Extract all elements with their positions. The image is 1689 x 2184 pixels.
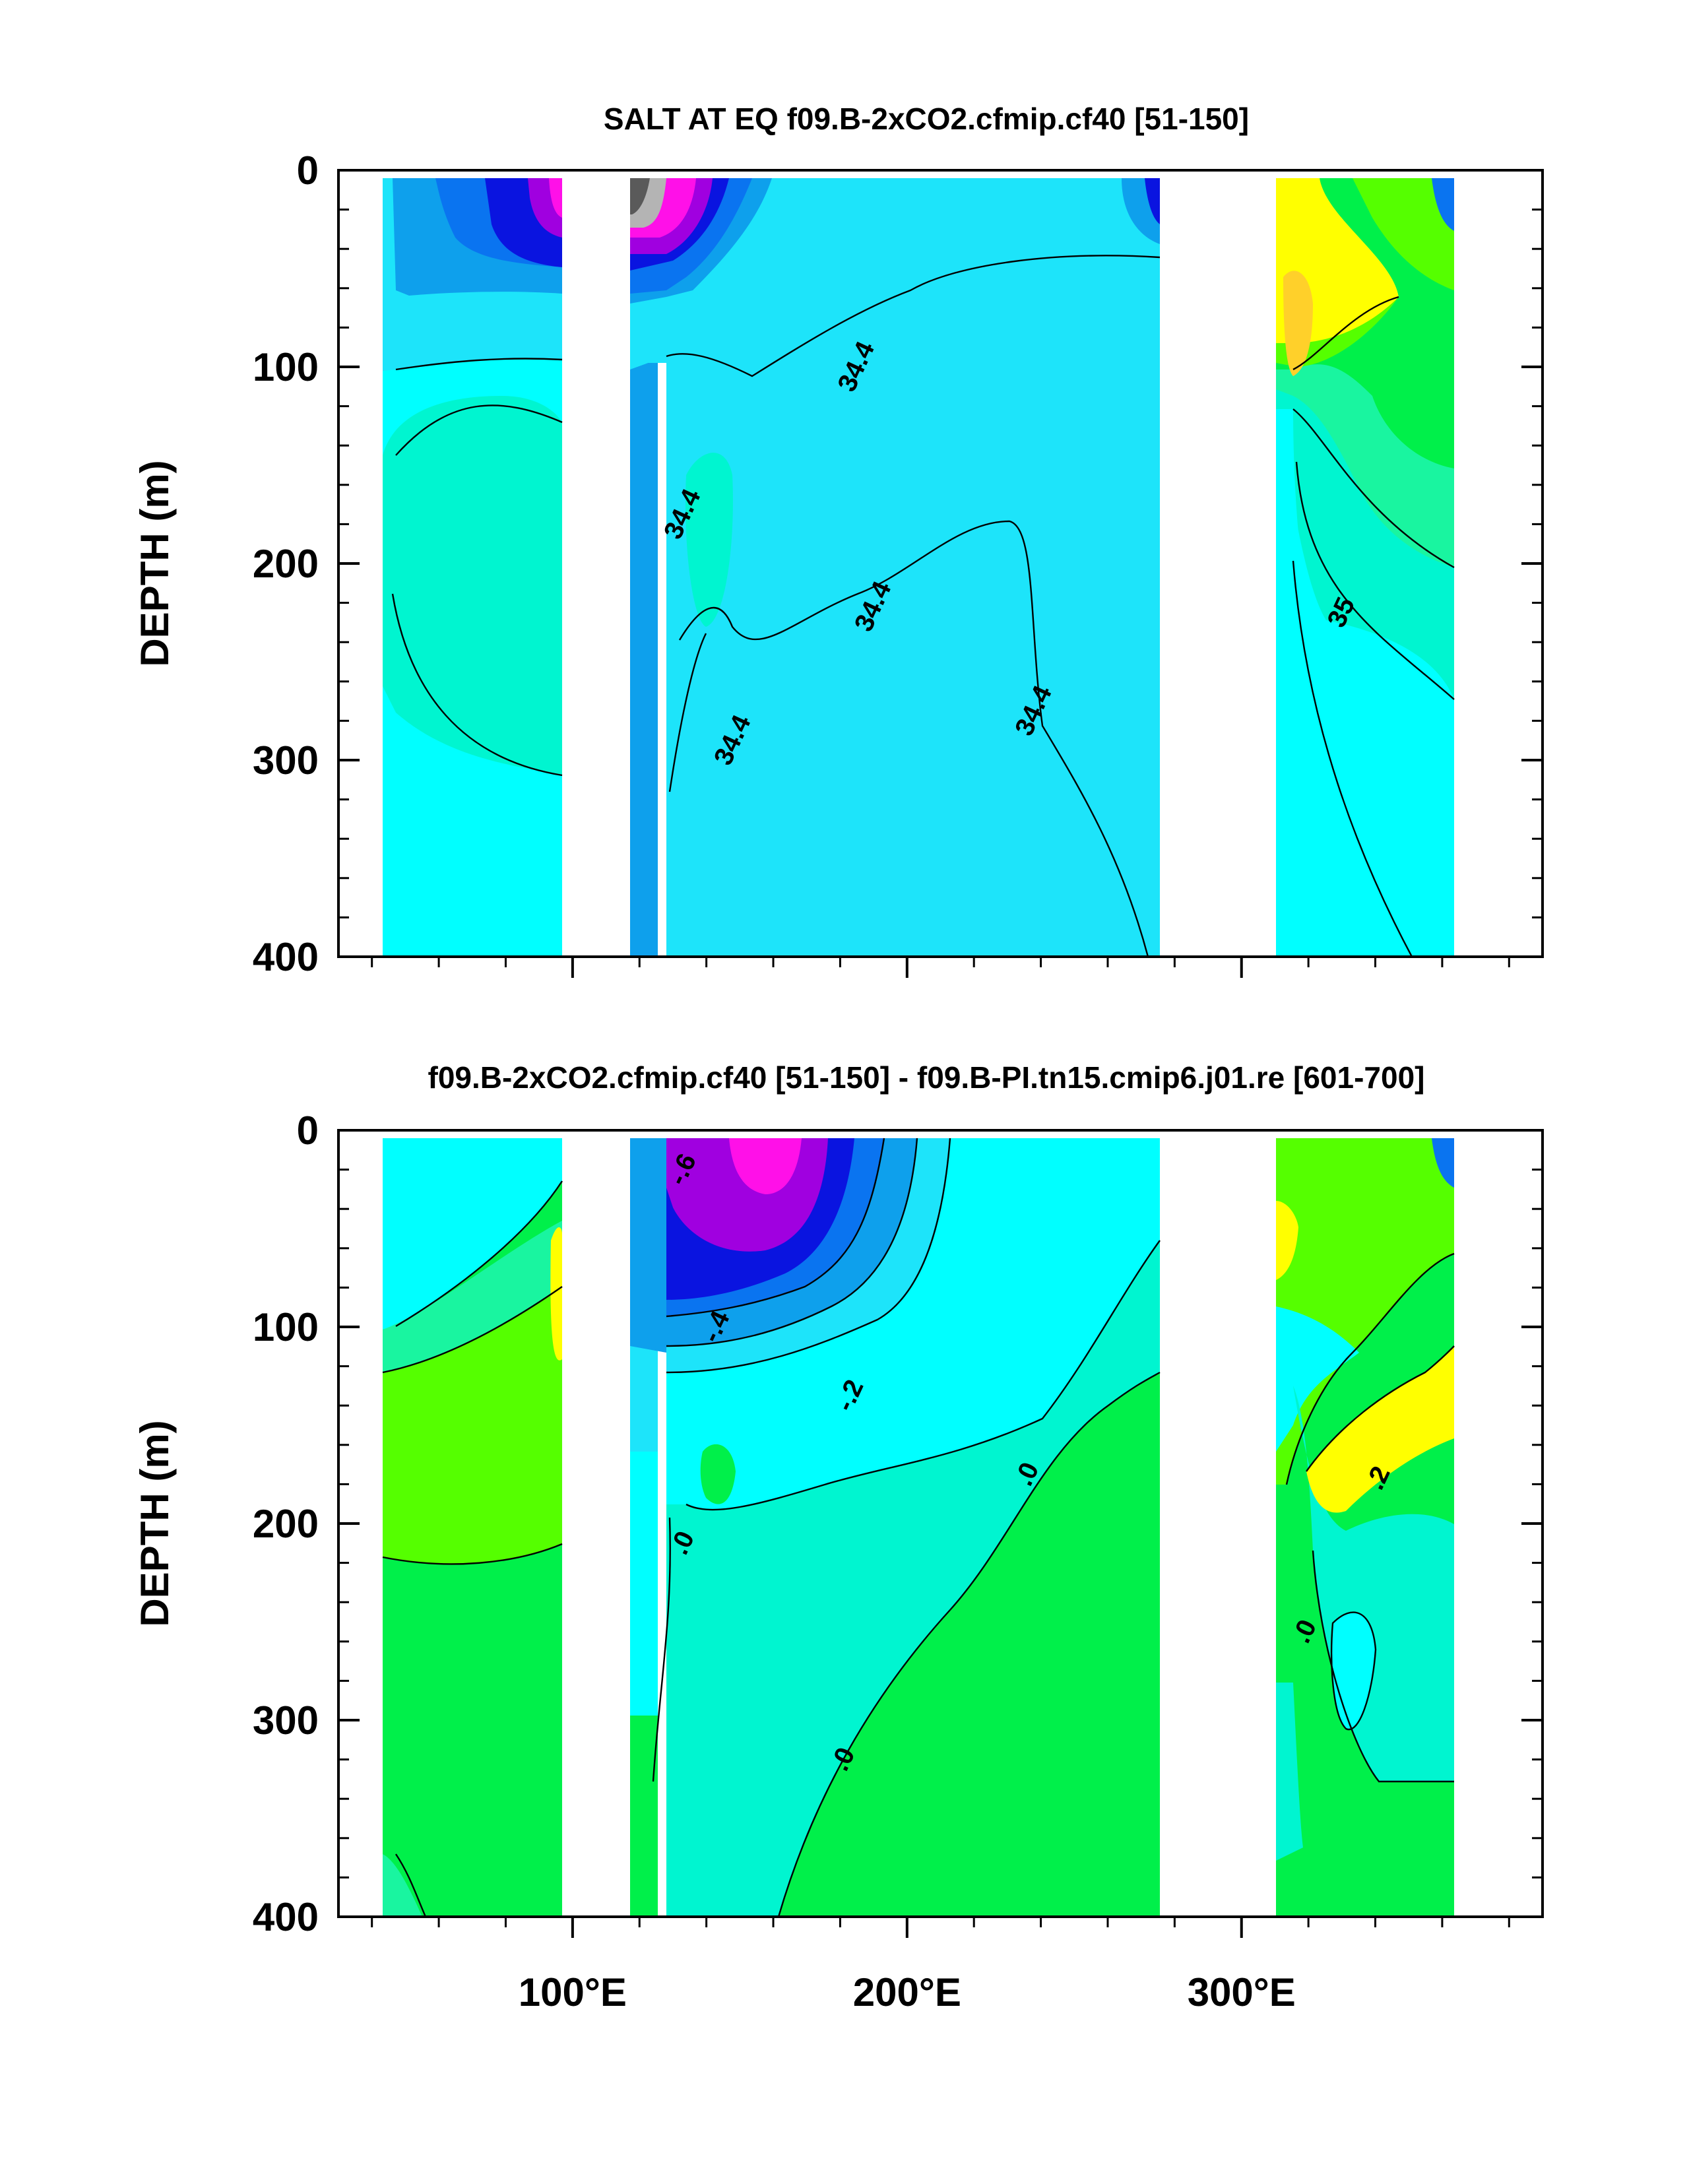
bottom-land-2b (595, 1130, 630, 1194)
bottom-strait-cyan-tail (630, 1452, 660, 1716)
bottom-indian-upper (383, 1138, 562, 1330)
bottom-y-tick-label: 300 (253, 1698, 319, 1743)
top-axes: 0 100 200 300 400 (253, 148, 1543, 979)
bottom-atl-west-cyan (1276, 1683, 1303, 1861)
top-pacific-east-2 (1145, 178, 1160, 224)
bottom-pacific-lowergreen (779, 1372, 1160, 1917)
top-field-strait (630, 356, 658, 957)
bottom-atl-yellow-top (1276, 1201, 1298, 1280)
bottom-atl-east-blue (1432, 1138, 1454, 1188)
bottom-land-2 (587, 1194, 630, 1917)
bottom-atl-cyan-top (1276, 1306, 1359, 1452)
top-land-6 (338, 170, 1543, 178)
top-land-3 (1160, 170, 1276, 957)
top-pacific-band-1 (630, 178, 1160, 376)
bottom-indian-yellow (550, 1227, 562, 1361)
bottom-x-tick-label: 200°E (853, 1970, 961, 2014)
top-land-1 (562, 170, 630, 957)
bottom-land-4 (1160, 1130, 1276, 1917)
bottom-strait-upper (630, 1138, 666, 1353)
bottom-atl-lightgreen (1293, 1386, 1454, 1782)
top-panel: SALT AT EQ f09.B-2xCO2.cfmip.cf40 [51-15… (133, 102, 1544, 979)
top-indian-band-6 (549, 178, 562, 218)
bottom-strait-lower (630, 1716, 660, 1917)
bottom-contours (382, 1138, 1455, 1917)
bottom-panel-title: f09.B-2xCO2.cfmip.cf40 [51-150] - f09.B-… (428, 1060, 1425, 1095)
top-pacific-band-8 (630, 178, 650, 214)
bottom-y-axis-title: DEPTH (m) (133, 1420, 177, 1626)
top-atl-east-1 (1432, 178, 1454, 231)
top-atl-band-7 (1283, 271, 1313, 376)
top-atl-west-lower (1276, 409, 1399, 957)
bottom-land-7 (338, 1130, 1543, 1138)
bottom-atl-cyan-blob (1331, 1612, 1376, 1730)
bottom-atl-lime (1276, 1138, 1454, 1485)
top-y-tick-label: 0 (297, 148, 319, 193)
top-land-2 (658, 409, 666, 957)
bottom-y-tick-label: 400 (253, 1895, 319, 1939)
bottom-indian-lower-cyan (383, 1854, 422, 1917)
top-y-axis-title: DEPTH (m) (133, 460, 177, 666)
bottom-atl-yellow-mid (1306, 1346, 1454, 1513)
bottom-land-3 (658, 1386, 666, 1917)
top-atl-band-4 (1276, 178, 1454, 290)
top-y-tick-label: 400 (253, 935, 319, 979)
top-y-tick-label: 200 (253, 542, 319, 586)
top-contours (391, 255, 1455, 957)
bottom-x-tick-label: 300°E (1188, 1970, 1296, 2014)
bottom-pacific-blob-green (700, 1444, 736, 1504)
bottom-pacific-band-6 (729, 1138, 802, 1194)
top-y-tick-label: 300 (253, 738, 319, 783)
top-pacific-midblob (685, 453, 733, 627)
bottom-y-tick-label: 0 (297, 1108, 319, 1153)
bottom-axes: 0 100 200 300 400 100°E 200°E 300°E (253, 1108, 1543, 2014)
top-panel-title: SALT AT EQ f09.B-2xCO2.cfmip.cf40 [51-15… (604, 102, 1249, 136)
bottom-x-tick-label: 100°E (519, 1970, 627, 2014)
top-plot-area (338, 170, 1543, 957)
bottom-y-tick-label: 200 (253, 1502, 319, 1546)
bottom-land-1 (562, 1130, 587, 1917)
top-y-tick-label: 100 (253, 345, 319, 389)
top-indian-lower (383, 396, 562, 775)
bottom-indian-lime (383, 1287, 562, 1564)
bottom-plot-area (338, 1130, 1543, 1917)
bottom-panel: f09.B-2xCO2.cfmip.cf40 [51-150] - f09.B-… (133, 1060, 1544, 2014)
bottom-y-tick-label: 100 (253, 1305, 319, 1349)
